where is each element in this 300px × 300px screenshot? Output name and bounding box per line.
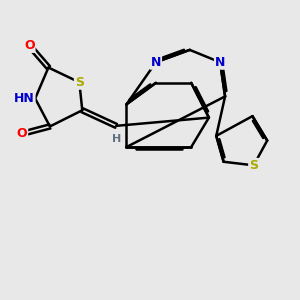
Text: HN: HN: [14, 92, 34, 105]
Text: S: S: [75, 76, 84, 89]
Text: O: O: [24, 39, 34, 52]
Text: H: H: [112, 134, 122, 144]
Text: S: S: [249, 159, 258, 172]
Text: O: O: [16, 127, 27, 140]
Text: N: N: [215, 56, 225, 69]
Text: N: N: [151, 56, 161, 69]
